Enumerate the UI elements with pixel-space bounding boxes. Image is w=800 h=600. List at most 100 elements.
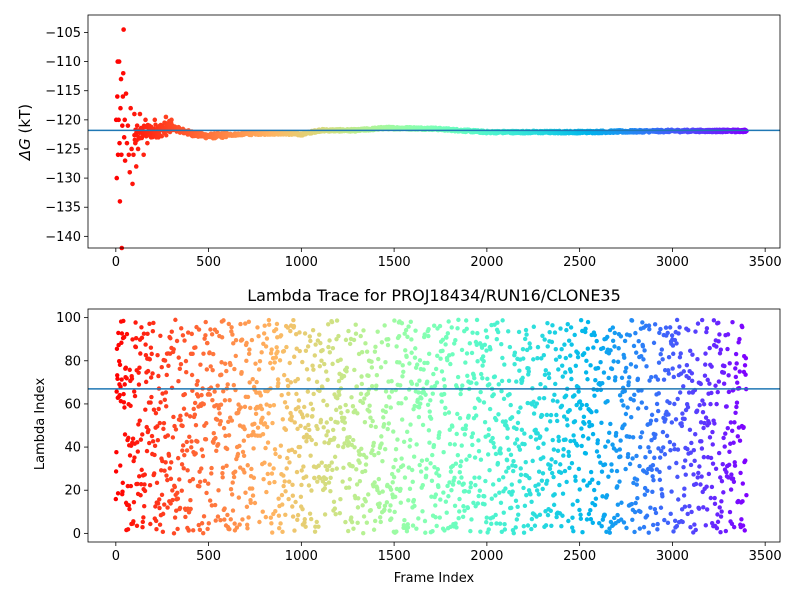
lambda-point [180, 448, 185, 453]
lambda-point [680, 519, 685, 525]
lambda-point [284, 405, 290, 410]
lambda-point [527, 341, 532, 346]
lambda-point [351, 337, 357, 343]
lambda-point [231, 341, 236, 346]
lambda-point [251, 475, 257, 480]
lambda-point [529, 499, 534, 504]
lambda-point [586, 511, 592, 517]
lambda-point [693, 527, 698, 533]
lambda-point [137, 365, 142, 370]
lambda-point [399, 456, 404, 461]
lambda-point [682, 486, 687, 491]
lambda-point [138, 481, 144, 487]
lambda-point [253, 361, 258, 366]
lambda-point [340, 479, 345, 484]
lambda-point [322, 486, 328, 491]
lambda-point [647, 449, 653, 455]
lambda-point [173, 427, 179, 432]
lambda-point [326, 344, 331, 350]
lambda-point [466, 413, 471, 418]
lambda-point [485, 376, 490, 381]
lambda-point [518, 405, 523, 410]
lambda-point [410, 467, 415, 473]
lambda-point [486, 427, 492, 432]
lambda-point [500, 355, 505, 361]
lambda-point [719, 499, 724, 504]
lambda-point [214, 329, 220, 335]
lambda-point [244, 522, 250, 527]
lambda-point [239, 370, 244, 375]
lambda-point [409, 350, 414, 355]
lambda-point [501, 475, 506, 480]
lambda-point [679, 423, 685, 429]
lambda-point [309, 488, 314, 493]
lambda-point [197, 479, 203, 485]
lambda-point [382, 503, 388, 509]
lambda-point [618, 438, 623, 443]
lambda-point [663, 417, 668, 422]
lambda-point [420, 509, 425, 514]
delta-g-point [152, 117, 158, 123]
lambda-point [541, 353, 547, 358]
lambda-point [492, 445, 497, 450]
lambda-point [419, 396, 424, 401]
lambda-point [588, 363, 593, 368]
delta-g-point [153, 122, 158, 127]
lambda-point [527, 345, 533, 350]
lambda-point [725, 332, 731, 337]
lambda-point [671, 374, 676, 380]
lambda-point [649, 375, 654, 380]
lambda-point [376, 450, 381, 456]
lambda-point [225, 512, 230, 518]
lambda-point [403, 396, 409, 401]
lambda-point [631, 398, 636, 403]
lambda-point [416, 405, 422, 410]
lambda-point [553, 346, 558, 352]
lambda-point [369, 383, 375, 389]
lambda-point [441, 377, 447, 382]
lambda-point [293, 499, 298, 505]
lambda-point [641, 357, 646, 362]
lambda-point [224, 368, 229, 374]
lambda-point [474, 413, 479, 418]
lambda-point [255, 325, 260, 330]
lambda-point [190, 528, 196, 533]
lambda-point [511, 458, 516, 464]
lambda-point [158, 468, 164, 473]
lambda-point [493, 493, 498, 498]
lambda-point [585, 346, 590, 351]
lambda-point [612, 344, 617, 349]
lambda-point [730, 428, 735, 434]
lambda-point [726, 475, 731, 480]
lambda-point [576, 389, 581, 394]
lambda-point [700, 409, 706, 415]
lambda-point [321, 398, 326, 404]
lambda-point [268, 351, 274, 356]
lambda-point [707, 381, 712, 386]
lambda-point [641, 524, 647, 530]
lambda-point [431, 442, 437, 448]
lambda-point [162, 397, 168, 403]
lambda-point [349, 519, 355, 525]
lambda-point [279, 492, 285, 498]
delta-g-symbol: ΔG [16, 138, 34, 161]
lambda-point [291, 323, 297, 329]
lambda-point [733, 410, 738, 415]
lambda-point [672, 401, 677, 407]
lambda-point [283, 489, 288, 494]
lambda-point [430, 391, 435, 396]
lambda-point [482, 502, 487, 507]
lambda-point [690, 352, 695, 357]
lambda-point [285, 325, 291, 330]
lambda-point [702, 373, 708, 378]
lambda-point [233, 469, 238, 474]
lambda-point [687, 503, 692, 509]
lambda-point [292, 354, 297, 359]
delta-g-point [118, 76, 124, 82]
lambda-point [471, 500, 476, 505]
delta-g-point [117, 140, 122, 146]
lambda-point [480, 363, 485, 368]
lambda-point [179, 488, 184, 493]
lambda-point [286, 496, 291, 502]
lambda-point [457, 470, 462, 475]
